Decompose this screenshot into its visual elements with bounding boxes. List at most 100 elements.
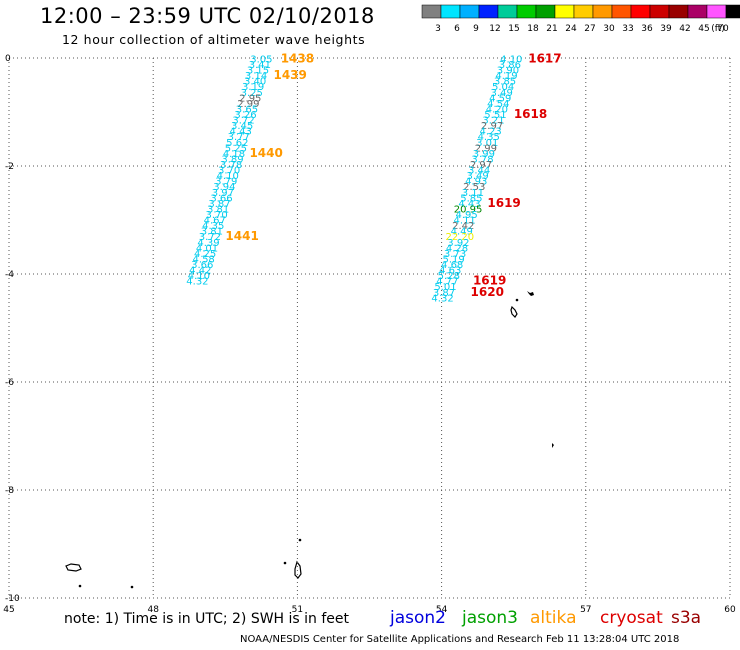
wave-height-value: 3.65 <box>236 104 258 115</box>
time-label: 1619 <box>473 274 506 288</box>
wave-height-value: 3.94 <box>213 182 235 193</box>
wave-height-value: 5.01 <box>434 282 456 293</box>
wave-height-value: 3.05 <box>250 54 272 65</box>
wave-height-value: 5.85 <box>460 193 482 204</box>
color-scale-label: 9 <box>473 24 479 34</box>
wave-height-value: 3.44 <box>468 166 490 177</box>
wave-height-value: 5.19 <box>442 254 464 265</box>
island-shape <box>552 443 554 448</box>
color-scale-legend: 3 6 9 12 15 18 21 24 27 30 33 36 39 42 45 70(ft) <box>421 4 740 34</box>
color-scale-label: 3 <box>435 24 441 34</box>
island-shape <box>65 563 82 572</box>
wave-height-value: 4.10 <box>217 171 239 182</box>
wave-height-value: 3.70 <box>218 166 240 177</box>
wave-height-value: 3.79 <box>215 177 237 188</box>
wave-height-value: 3.92 <box>447 238 469 249</box>
x-tick-label: 54 <box>436 605 448 615</box>
wave-height-value: 4.19 <box>495 71 517 82</box>
wave-height-value: 4.49 <box>451 227 473 238</box>
legend-altika: altika <box>530 608 577 628</box>
wave-height-value: 4.10 <box>500 54 522 65</box>
color-scale-label: 18 <box>527 24 539 34</box>
wave-height-value: 4.43 <box>230 127 252 138</box>
x-tick-label: 45 <box>3 605 14 615</box>
color-scale-label: 12 <box>489 24 500 34</box>
color-scale-label: 42 <box>679 24 690 34</box>
wave-height-value: 3.70 <box>206 210 228 221</box>
wave-height-value: 3.49 <box>491 88 513 99</box>
wave-height-value: 3.25 <box>241 88 263 99</box>
wave-height-value: 3.86 <box>499 60 521 71</box>
color-scale-label: 21 <box>546 24 557 34</box>
x-tick-label: 48 <box>147 605 159 615</box>
time-label: 1618 <box>514 107 547 121</box>
color-scale-label: (ft) <box>711 24 725 34</box>
wave-height-value: 4.54 <box>487 99 509 110</box>
wave-height-value: 3.81 <box>207 204 229 215</box>
wave-height-value: 3.72 <box>232 116 254 127</box>
wave-height-value: 3.87 <box>208 199 230 210</box>
color-scale-label: 39 <box>660 24 672 34</box>
wave-height-value: 3.89 <box>221 154 243 165</box>
color-scale-label: 30 <box>603 24 615 34</box>
wave-height-value: 4.35 <box>478 132 500 143</box>
wave-height-value: 4.67 <box>204 216 226 227</box>
wave-height-value: 3.78 <box>220 160 242 171</box>
wave-height-value: 3.15 <box>247 66 269 77</box>
grid-lines <box>8 57 731 599</box>
wave-height-value: 4.25 <box>194 249 216 260</box>
wave-height-value: 4.39 <box>197 238 219 249</box>
wave-height-value: 4.59 <box>489 93 511 104</box>
wave-height-value: 4.18 <box>223 149 245 160</box>
wave-height-value: 3.66 <box>210 193 232 204</box>
time-label: 1441 <box>225 229 258 243</box>
y-tick-label: -8 <box>5 486 14 496</box>
wave-height-value: 3.78 <box>471 154 493 165</box>
y-tick-label: 0 <box>5 54 11 64</box>
wave-height-value: 3.85 <box>494 77 516 88</box>
wave-height-value: 3.11 <box>462 188 484 199</box>
wave-height-value: 4.95 <box>455 210 477 221</box>
wave-height-value: 22.20 <box>446 232 475 243</box>
x-tick-label: 51 <box>292 605 303 615</box>
wave-height-value: 4.93 <box>465 177 487 188</box>
wave-height-value: 2.53 <box>463 182 485 193</box>
track-east-track: 4.103.863.904.193.855.043.494.594.544.20… <box>431 51 561 304</box>
legend-s3a: s3a <box>671 608 702 628</box>
chart-subtitle: 12 hour collection of altimeter wave hei… <box>62 32 366 47</box>
island-shape <box>298 538 302 542</box>
wave-height-value: 3.77 <box>228 132 250 143</box>
time-label: 1620 <box>471 285 504 299</box>
wave-height-value: 5.04 <box>492 82 514 93</box>
wave-height-value: 2.97 <box>481 121 503 132</box>
land-outline-islands <box>65 291 554 589</box>
wave-height-value: 4.28 <box>446 243 468 254</box>
wave-height-value: 2.42 <box>452 221 474 232</box>
color-scale-label: 27 <box>584 24 595 34</box>
track-west-track: 3.053.413.153.143.403.193.252.952.993.65… <box>186 51 314 287</box>
color-scale-label: 24 <box>565 24 577 34</box>
wave-height-value: 4.01 <box>196 243 218 254</box>
wave-height-value: 4.32 <box>186 277 208 288</box>
wave-height-value: 3.14 <box>245 71 267 82</box>
wave-height-value: 4.32 <box>431 293 453 304</box>
wave-height-value: 3.90 <box>497 66 519 77</box>
wave-height-value: 5.51 <box>484 110 506 121</box>
time-label: 1439 <box>273 68 306 82</box>
y-tick-label: -10 <box>5 594 20 604</box>
island-shape <box>510 305 518 318</box>
wave-height-value: 4.58 <box>193 254 215 265</box>
legend-jason3: jason3 <box>462 608 518 628</box>
color-scale-label: 70 <box>717 24 729 34</box>
y-tick-label: -4 <box>5 270 14 280</box>
island-shape <box>515 298 519 302</box>
color-scale-label: 33 <box>622 24 633 34</box>
wave-height-value: 3.87 <box>433 288 455 299</box>
island-shape <box>283 561 287 565</box>
island-shape <box>527 291 534 296</box>
wave-height-value: 2.99 <box>475 143 497 154</box>
wave-height-value: 5.25 <box>225 143 247 154</box>
wave-height-value: 3.97 <box>212 188 234 199</box>
